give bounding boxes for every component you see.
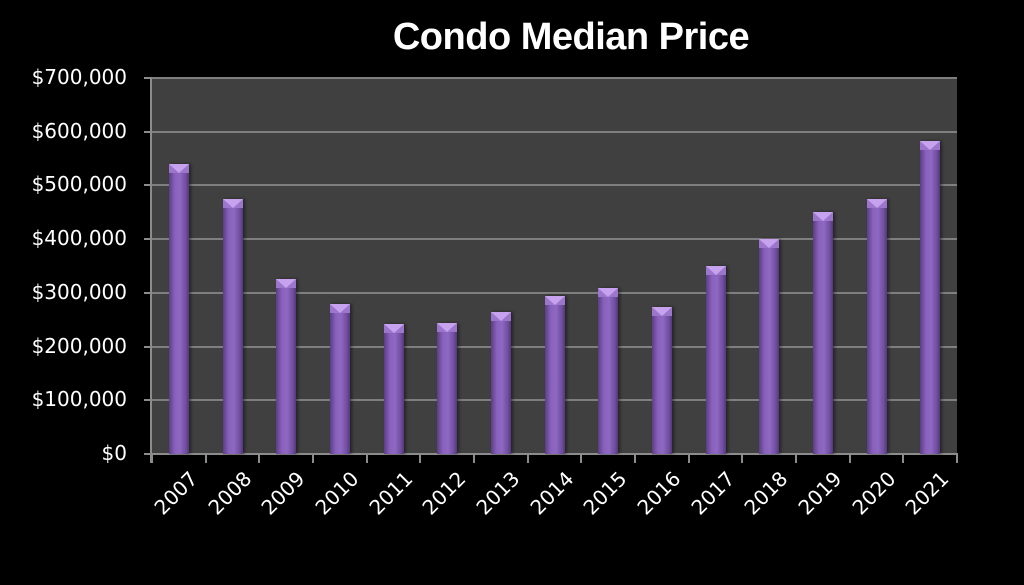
x-tick <box>419 454 422 463</box>
bar-2021 <box>920 141 941 454</box>
x-tick <box>902 454 905 463</box>
x-tick <box>204 454 207 463</box>
x-tick-label: 2010 <box>310 466 364 520</box>
chart-title: Condo Median Price <box>392 16 750 58</box>
x-tick-label: 2021 <box>900 466 954 520</box>
x-tick <box>580 454 583 463</box>
bar-2017 <box>705 266 726 454</box>
y-tick <box>144 130 152 133</box>
gridline <box>152 184 957 187</box>
y-tick-label: $500,000 <box>31 172 127 197</box>
x-tick-label: 2015 <box>578 466 632 520</box>
y-tick <box>144 453 152 455</box>
x-tick-label: 2017 <box>685 466 739 520</box>
gridline <box>152 291 957 294</box>
gridline <box>152 77 957 79</box>
x-tick <box>848 454 851 463</box>
x-tick-label: 2009 <box>256 466 310 520</box>
x-tick <box>312 454 314 463</box>
x-tick <box>795 454 797 463</box>
bar-2016 <box>651 306 672 454</box>
x-tick <box>473 454 475 463</box>
y-tick-label: $200,000 <box>31 333 127 358</box>
y-tick <box>144 345 152 348</box>
y-tick <box>144 184 152 187</box>
y-tick <box>144 399 152 402</box>
y-tick-label: $400,000 <box>31 226 127 251</box>
y-tick <box>144 77 152 79</box>
x-tick-label: 2011 <box>363 466 417 520</box>
x-tick <box>634 454 636 463</box>
bar-2020 <box>866 199 887 454</box>
x-tick <box>687 454 690 463</box>
y-tick-label: $100,000 <box>31 387 127 412</box>
x-tick-label: 2016 <box>632 466 686 520</box>
bar-2012 <box>437 322 458 454</box>
x-tick <box>151 454 153 463</box>
x-axis <box>144 453 958 455</box>
y-axis <box>150 78 152 463</box>
y-tick-label: $0 <box>101 441 127 465</box>
bar-2011 <box>383 324 404 454</box>
x-tick <box>365 454 368 463</box>
x-tick <box>526 454 529 463</box>
x-tick <box>258 454 261 463</box>
x-tick-label: 2013 <box>471 466 525 520</box>
x-tick-label: 2018 <box>739 466 793 520</box>
x-tick-label: 2014 <box>524 466 578 520</box>
x-tick <box>956 454 958 463</box>
x-tick <box>741 454 744 463</box>
y-tick-label: $700,000 <box>31 65 127 89</box>
bar-2010 <box>329 303 350 454</box>
bar-2015 <box>598 288 619 454</box>
bar-2018 <box>759 239 780 454</box>
x-tick-label: 2012 <box>417 466 471 520</box>
bar-2008 <box>222 198 243 454</box>
x-tick-label: 2020 <box>846 466 900 520</box>
x-tick-label: 2008 <box>202 466 256 520</box>
y-tick-label: $600,000 <box>31 118 127 143</box>
bar-2019 <box>812 212 833 454</box>
x-tick-label: 2007 <box>149 466 203 520</box>
y-tick <box>144 291 152 294</box>
bar-2013 <box>490 312 511 454</box>
bar-2014 <box>544 296 565 454</box>
y-tick <box>144 238 152 241</box>
x-tick-label: 2019 <box>793 466 847 520</box>
bar-2007 <box>168 163 189 454</box>
gridline <box>152 238 957 241</box>
gridline <box>152 130 957 133</box>
y-tick-label: $300,000 <box>31 279 127 304</box>
bar-2009 <box>276 279 297 454</box>
